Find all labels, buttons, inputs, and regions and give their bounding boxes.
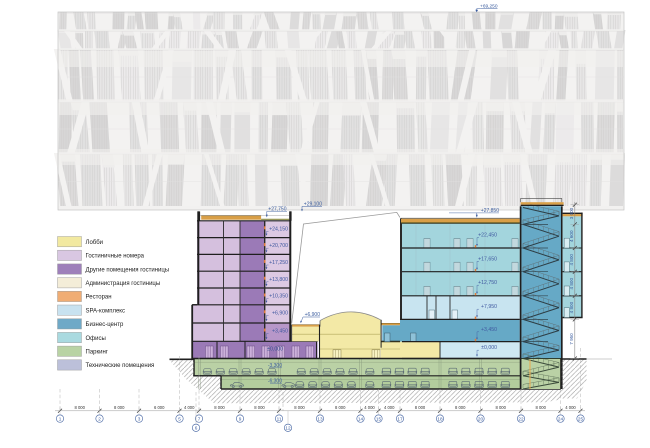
svg-text:6 000: 6 000 bbox=[154, 405, 165, 410]
svg-text:8 000: 8 000 bbox=[535, 405, 546, 410]
svg-text:3: 3 bbox=[138, 416, 141, 421]
svg-text:20: 20 bbox=[478, 416, 484, 421]
svg-text:12: 12 bbox=[285, 426, 291, 431]
svg-text:9: 9 bbox=[239, 416, 242, 421]
svg-text:+13,800: +13,800 bbox=[269, 277, 288, 283]
svg-text:+17,250: +17,250 bbox=[269, 260, 288, 266]
svg-text:+29,100: +29,100 bbox=[304, 202, 322, 208]
svg-text:8 000: 8 000 bbox=[455, 405, 466, 410]
svg-text:8 000: 8 000 bbox=[254, 405, 265, 410]
svg-text:+27,750: +27,750 bbox=[268, 207, 286, 213]
svg-text:+17,650: +17,650 bbox=[478, 256, 497, 262]
svg-text:+7,950: +7,950 bbox=[481, 304, 497, 310]
svg-text:11: 11 bbox=[277, 416, 282, 421]
svg-text:7 950: 7 950 bbox=[569, 333, 574, 345]
svg-text:25: 25 bbox=[578, 416, 584, 421]
svg-text:-3,300: -3,300 bbox=[268, 363, 282, 369]
svg-text:Администрация гостиницы: Администрация гостиницы bbox=[86, 281, 161, 287]
svg-text:15: 15 bbox=[376, 416, 382, 421]
svg-text:Бизнес-центр: Бизнес-центр bbox=[86, 322, 124, 328]
svg-text:4 800: 4 800 bbox=[569, 254, 574, 266]
svg-text:22: 22 bbox=[518, 416, 524, 421]
svg-text:Гостиничные номера: Гостиничные номера bbox=[86, 254, 145, 260]
svg-text:Ресторан: Ресторан bbox=[86, 295, 112, 301]
svg-text:3 000: 3 000 bbox=[569, 207, 574, 219]
svg-text:4 800: 4 800 bbox=[569, 301, 574, 313]
svg-text:5: 5 bbox=[178, 416, 181, 421]
svg-text:Паркинг: Паркинг bbox=[86, 350, 109, 356]
svg-text:Лобби: Лобби bbox=[86, 240, 104, 246]
svg-text:+3,450: +3,450 bbox=[272, 329, 288, 335]
svg-text:+27,850: +27,850 bbox=[481, 208, 499, 214]
svg-text:+22,450: +22,450 bbox=[478, 233, 497, 239]
svg-text:8 000: 8 000 bbox=[294, 405, 305, 410]
svg-text:8 000: 8 000 bbox=[335, 405, 346, 410]
svg-text:-6,300: -6,300 bbox=[268, 378, 282, 384]
svg-text:Офисы: Офисы bbox=[86, 336, 106, 342]
svg-text:+24,150: +24,150 bbox=[269, 226, 288, 232]
svg-text:SPA-комплекс: SPA-комплекс bbox=[86, 308, 126, 314]
svg-text:Другие помещения гостиницы: Другие помещения гостиницы bbox=[86, 267, 170, 273]
svg-text:+10,350: +10,350 bbox=[269, 294, 288, 300]
svg-text:8 000: 8 000 bbox=[495, 405, 506, 410]
svg-text:8 000: 8 000 bbox=[74, 405, 85, 410]
svg-text:4 000: 4 000 bbox=[565, 405, 576, 410]
svg-text:8 000: 8 000 bbox=[214, 405, 225, 410]
svg-text:4 000: 4 000 bbox=[364, 405, 375, 410]
svg-text:14: 14 bbox=[358, 416, 364, 421]
svg-text:4 800: 4 800 bbox=[569, 278, 574, 290]
svg-text:8 000: 8 000 bbox=[415, 405, 426, 410]
svg-text:4 000: 4 000 bbox=[184, 405, 195, 410]
svg-text:13: 13 bbox=[317, 416, 323, 421]
svg-text:+3,450: +3,450 bbox=[481, 327, 497, 333]
svg-text:+12,750: +12,750 bbox=[478, 280, 497, 286]
svg-text:1: 1 bbox=[59, 416, 62, 421]
svg-text:+20,700: +20,700 bbox=[269, 243, 288, 249]
svg-text:Технические помещения: Технические помещения bbox=[86, 363, 155, 369]
svg-text:4 600: 4 600 bbox=[569, 230, 574, 242]
svg-text:2: 2 bbox=[98, 416, 101, 421]
svg-text:+6,900: +6,900 bbox=[305, 312, 321, 318]
svg-text:24: 24 bbox=[558, 416, 564, 421]
svg-text:7: 7 bbox=[198, 416, 201, 421]
svg-text:+6,900: +6,900 bbox=[272, 310, 288, 316]
svg-text:6: 6 bbox=[195, 426, 198, 431]
svg-text:17: 17 bbox=[397, 416, 403, 421]
svg-text:±0,000: ±0,000 bbox=[481, 345, 497, 351]
svg-text:+69,250: +69,250 bbox=[480, 4, 498, 10]
svg-text:8 000: 8 000 bbox=[114, 405, 125, 410]
svg-text:±0,000: ±0,000 bbox=[267, 346, 283, 352]
svg-text:4 000: 4 000 bbox=[384, 405, 395, 410]
svg-text:18: 18 bbox=[437, 416, 443, 421]
